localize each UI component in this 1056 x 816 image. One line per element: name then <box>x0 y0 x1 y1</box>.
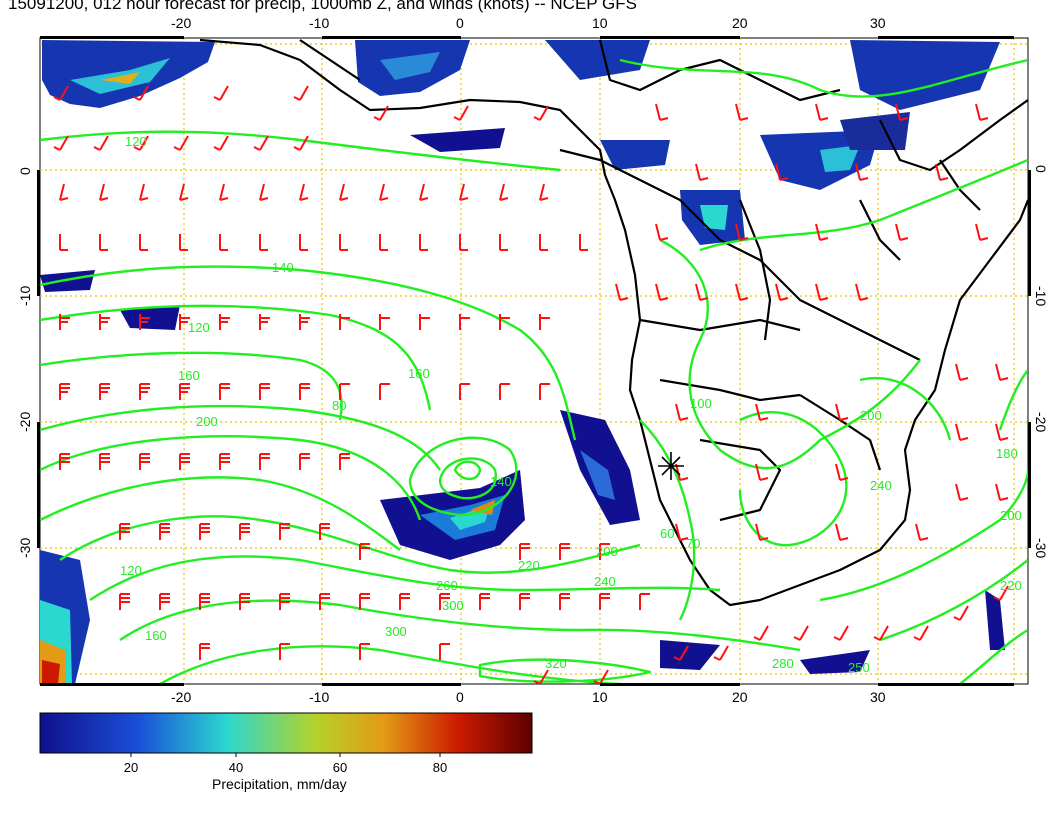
contour-label: 80 <box>332 398 346 413</box>
contour-label: 300 <box>442 598 464 613</box>
contour-label: 120 <box>188 320 210 335</box>
colorbar-tick: 40 <box>228 760 244 775</box>
contour-label: 60 <box>660 526 674 541</box>
contour-label: 160 <box>408 366 430 381</box>
lon-tick: 20 <box>732 15 748 31</box>
contour-label: 100 <box>690 396 712 411</box>
contour-label: 200 <box>196 414 218 429</box>
lon-tick: 30 <box>870 689 886 705</box>
lat-tick: 0 <box>1033 165 1049 173</box>
contour-label: 220 <box>518 558 540 573</box>
lat-ticks-right: 0 -10 -20 -30 <box>1033 165 1049 558</box>
lon-tick: -20 <box>171 689 191 705</box>
coastlines <box>199 38 1028 607</box>
colorbar-tick: 60 <box>332 760 348 775</box>
lat-tick: 0 <box>17 167 33 175</box>
colorbar-tick: 80 <box>432 760 448 775</box>
contour-label: 140 <box>272 260 294 275</box>
contour-label: 200 <box>1000 508 1022 523</box>
contour-label: 120 <box>120 563 142 578</box>
lon-ticks-bottom: -20 -10 0 10 20 30 <box>171 689 886 705</box>
lon-tick: -10 <box>309 15 329 31</box>
contour-label: 320 <box>545 656 567 671</box>
lon-tick: -20 <box>171 15 191 31</box>
colorbar-tick-marks <box>130 753 441 757</box>
colorbar-tick: 20 <box>123 760 139 775</box>
lon-tick: 10 <box>592 15 608 31</box>
lat-tick: -10 <box>17 286 33 306</box>
contour-label: 260 <box>436 578 458 593</box>
contour-label: 70 <box>686 536 700 551</box>
precipitation-areas <box>40 40 1005 684</box>
precip-colorbar <box>39 712 533 754</box>
station-marker-icon <box>658 452 684 480</box>
contour-label: 200 <box>596 544 618 559</box>
lon-tick: 10 <box>592 689 608 705</box>
contour-label: 120 <box>125 134 147 149</box>
axis-bars <box>37 36 1031 686</box>
contour-label: 140 <box>490 474 512 489</box>
contour-label: 180 <box>996 446 1018 461</box>
lat-tick: -30 <box>1033 538 1049 558</box>
colorbar-label: Precipitation, mm/day <box>212 776 347 792</box>
contour-label: 300 <box>385 624 407 639</box>
contour-labels: 120 140 120 160 200 80 160 140 200 220 2… <box>120 134 1022 675</box>
contour-label: 160 <box>178 368 200 383</box>
lat-ticks-left: 0 -10 -20 -30 <box>17 167 33 558</box>
lat-tick: -20 <box>17 412 33 432</box>
lon-ticks-top: -20 -10 0 10 20 30 <box>171 15 886 31</box>
lat-tick: -30 <box>17 538 33 558</box>
lon-tick: 30 <box>870 15 886 31</box>
map-title: 15091200, 012 hour forecast for precip, … <box>8 0 637 13</box>
lon-tick: 0 <box>456 689 464 705</box>
contour-label: 160 <box>145 628 167 643</box>
contour-label: 240 <box>870 478 892 493</box>
contour-label: 220 <box>1000 578 1022 593</box>
contour-label: 200 <box>860 408 882 423</box>
lat-tick: -20 <box>1033 412 1049 432</box>
contour-label: 280 <box>772 656 794 671</box>
height-contours <box>40 58 1028 684</box>
lon-tick: 0 <box>456 15 464 31</box>
lat-tick: -10 <box>1033 286 1049 306</box>
lon-tick: 20 <box>732 689 748 705</box>
lon-tick: -10 <box>309 689 329 705</box>
contour-label: 250 <box>848 660 870 675</box>
contour-label: 240 <box>594 574 616 589</box>
wind-barbs <box>53 85 1009 684</box>
